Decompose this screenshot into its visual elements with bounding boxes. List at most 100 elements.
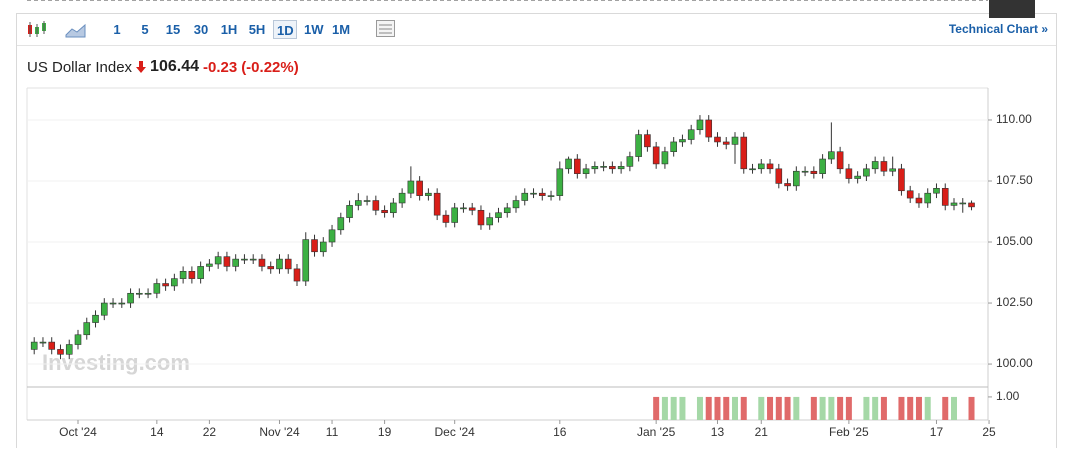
y-tick-label: 102.50: [996, 295, 1033, 309]
chart-widget: Technical Chart » 1 5 15 30 1H 5H 1D 1W 1M US Do…: [16, 13, 1057, 448]
candle-body: [731, 136, 739, 145]
candle-body: [319, 241, 327, 253]
x-tick-label: Nov '24: [259, 425, 300, 439]
x-tick-label: Dec '24: [435, 425, 476, 439]
volume-bar: [880, 396, 887, 420]
candle-body: [179, 271, 187, 279]
interval-button[interactable]: 5: [141, 22, 149, 37]
candle-body: [854, 175, 861, 179]
candle-body: [267, 266, 275, 270]
x-tick-label: 22: [203, 425, 217, 439]
candle-body: [425, 192, 432, 196]
candle-body: [679, 139, 686, 143]
interval-button[interactable]: 1D: [273, 20, 297, 39]
candle-body: [100, 302, 108, 316]
candle-body: [433, 192, 441, 216]
volume-bar: [775, 396, 782, 420]
candle-body: [442, 214, 450, 223]
candle-body: [232, 258, 239, 267]
last-price-box: [989, 0, 1035, 18]
volume-bar: [670, 396, 677, 420]
watermark: Investing.com: [42, 350, 190, 375]
change-percent: (-0.22%): [241, 58, 299, 76]
volume-bar: [810, 396, 817, 420]
candle-body: [819, 158, 826, 174]
interval-button[interactable]: 30: [193, 22, 209, 37]
technical-chart-link[interactable]: Technical Chart »: [948, 22, 1048, 36]
candle-body: [136, 292, 143, 295]
area-icon[interactable]: [65, 21, 87, 39]
candle-body: [950, 202, 958, 206]
x-tick-label: 17: [930, 425, 944, 439]
x-tick-label: Jan '25: [637, 425, 676, 439]
volume-tick-label: 1.00: [996, 389, 1020, 403]
volume-bar: [898, 396, 905, 420]
candle-body: [372, 200, 380, 211]
candle-body: [924, 192, 932, 204]
candle-body: [582, 168, 590, 174]
candle-body: [635, 134, 642, 157]
volume-bar: [732, 396, 738, 420]
quote-header: US Dollar Index 106.44 -0.23 (-0.22%): [27, 58, 299, 76]
candle-body: [810, 170, 818, 174]
x-tick-label: Oct '24: [59, 425, 97, 439]
candle-body: [249, 258, 257, 261]
candle-body: [889, 168, 896, 172]
volume-bar: [653, 396, 660, 420]
candle-body: [740, 136, 748, 170]
candle-body: [39, 341, 47, 344]
candle-body: [898, 168, 905, 192]
interval-button[interactable]: 1: [113, 22, 121, 37]
candle-body: [617, 166, 625, 170]
candle-icon[interactable]: [25, 20, 49, 40]
candle-body: [206, 263, 213, 267]
candle-body: [65, 344, 73, 355]
volume-bar: [924, 396, 931, 420]
candle-body: [223, 256, 231, 267]
x-tick-label: 25: [982, 425, 996, 439]
volume-bar: [828, 396, 835, 420]
candle-body: [171, 278, 178, 287]
candle-body: [293, 268, 301, 282]
candle-body: [381, 209, 388, 214]
candle-body: [775, 168, 783, 184]
candle-body: [363, 200, 371, 202]
volume-bar: [714, 396, 721, 420]
x-tick-label: 14: [150, 425, 164, 439]
change: -0.23: [202, 58, 238, 76]
candle-body: [162, 283, 169, 287]
interval-button[interactable]: 1W: [304, 22, 324, 37]
volume-bar: [661, 396, 668, 420]
candle-body: [670, 141, 677, 153]
candle-body: [600, 166, 607, 168]
candle-body: [609, 166, 616, 170]
candle-body: [757, 163, 765, 170]
candle-body: [915, 197, 923, 204]
candle-body: [57, 349, 64, 355]
candle-body: [547, 195, 555, 197]
x-tick-label: 11: [326, 425, 339, 439]
volume-bar: [793, 396, 800, 420]
candle-body: [284, 258, 292, 270]
candle-body: [153, 283, 161, 294]
candle-body: [48, 341, 56, 350]
candle-body: [652, 146, 660, 165]
interval-button[interactable]: 15: [165, 22, 181, 37]
interval-button[interactable]: 5H: [248, 22, 266, 37]
candle-body: [486, 217, 494, 226]
candle-body: [118, 302, 126, 305]
x-tick-label: Feb '25: [829, 425, 869, 439]
interval-button[interactable]: 1M: [332, 22, 351, 37]
candle-body: [346, 205, 353, 218]
candle-body: [477, 209, 485, 226]
candle-body: [495, 212, 502, 218]
candle-body: [468, 207, 476, 211]
interval-button[interactable]: 1H: [220, 22, 238, 37]
candle-body: [574, 158, 581, 174]
settings-icon[interactable]: [375, 19, 397, 39]
candle-body: [197, 266, 204, 279]
candle-body: [722, 141, 730, 145]
volume-bar: [845, 396, 852, 420]
volume-bar: [907, 396, 914, 420]
volume-bar: [784, 396, 791, 420]
